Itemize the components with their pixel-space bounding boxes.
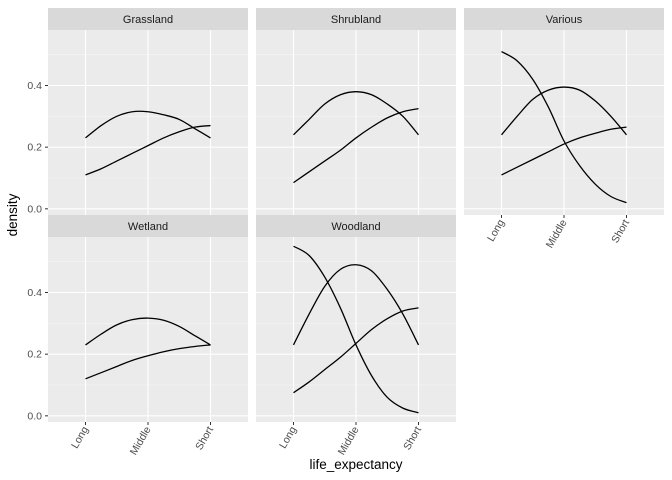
x-axis-title: life_expectancy [309, 457, 402, 472]
x-tick-label: Middle [128, 424, 154, 457]
x-tick-label: Long [277, 424, 299, 450]
density-curve-2 [293, 107, 419, 184]
facet-label: Shrubland [331, 14, 381, 26]
facet-label: Woodland [331, 221, 380, 233]
facet-label: Grassland [123, 14, 173, 26]
y-tick-label: 0.0 [27, 410, 42, 422]
facet-label: Wetland [128, 221, 168, 233]
x-tick-label: Middle [336, 424, 362, 457]
x-tick-label: Long [69, 424, 91, 450]
x-tick-label: Middle [544, 217, 570, 250]
facet-shrubland: Shrubland [256, 8, 456, 215]
facet-strip [48, 215, 248, 237]
y-tick-label: 0.4 [27, 80, 42, 92]
facet-wetland: Wetland 0.0 0.2 0.4 Long Middle Short [27, 215, 248, 457]
density-curve-3 [501, 126, 627, 176]
facet-strip [48, 8, 248, 30]
facet-strip [256, 8, 456, 30]
density-curve-3 [293, 307, 419, 394]
x-tick-label: Long [485, 217, 507, 243]
facet-strip [256, 215, 456, 237]
facet-various: Various Long Middle Short [464, 8, 664, 250]
density-curve-1 [85, 110, 211, 139]
y-tick-label: 0.2 [27, 142, 42, 154]
facet-woodland: Woodland Long Middle Short [256, 215, 456, 457]
x-tick-label: Short [401, 424, 424, 452]
y-tick-label: 0.0 [27, 203, 42, 215]
density-curve-2 [501, 86, 627, 136]
x-tick-label: Short [193, 424, 216, 452]
density-curve-1 [293, 91, 419, 136]
density-curve-2 [292, 264, 420, 346]
density-curve-1 [85, 317, 211, 346]
density-curve-1 [293, 245, 419, 414]
facet-strip [464, 8, 664, 30]
y-tick-label: 0.4 [27, 287, 42, 299]
y-axis-title: density [5, 193, 20, 236]
density-curve-1 [501, 51, 627, 204]
facet-panels: Grassland 0.0 0.2 0.4 Shrubland Various Long Mi… [27, 8, 664, 457]
facet-label: Various [546, 14, 583, 26]
y-tick-label: 0.2 [27, 349, 42, 361]
facet-grassland: Grassland 0.0 0.2 0.4 [27, 8, 248, 215]
density-curve-2 [85, 124, 211, 176]
density-curve-2 [85, 344, 211, 380]
x-tick-label: Short [609, 217, 632, 245]
